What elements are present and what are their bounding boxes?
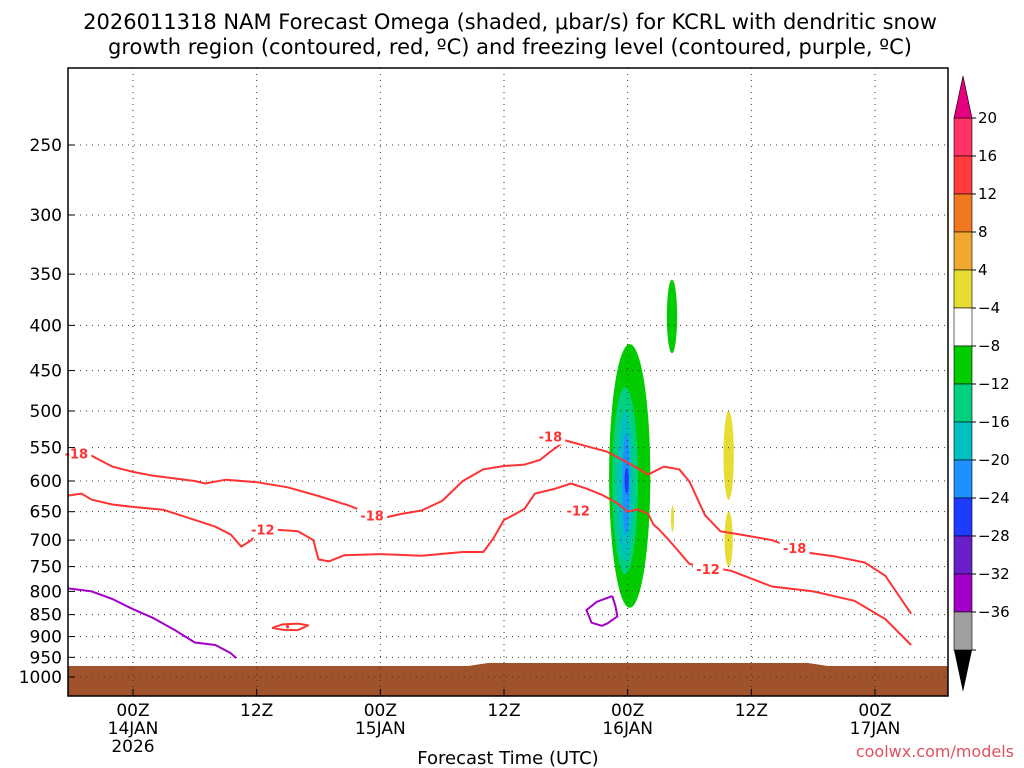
contour-label-bg-2 [357,508,388,524]
plot-frame [67,67,949,697]
colorbar-segment-9 [953,459,973,499]
contour-line-3 [68,587,237,659]
contour-label-bg-5 [563,503,594,519]
colorbar-bottom-arrow [954,650,972,692]
y-tick-label-950: 950 [30,648,62,668]
x-tick-label-36-1: 12Z [487,701,520,721]
colorbar-segment-4 [953,269,973,309]
x-tick-label-0-2: 14JAN [108,719,159,739]
x-axis-label: Forecast Time (UTC) [417,748,598,768]
temperature-contours [68,439,912,659]
contour-line-4 [585,595,619,627]
colorbar-label-5: −4 [978,299,1000,317]
y-tick-label-700: 700 [30,531,62,551]
ground-terrain-fill [68,663,948,696]
omega-shaded-region-1 [666,279,678,354]
contour-label-0: -18 [65,447,89,462]
y-tick-label-550: 550 [30,439,62,459]
colorbar-label-12: −32 [978,565,1010,583]
colorbar-label-10: −24 [978,489,1010,507]
y-tick-label-650: 650 [30,503,62,523]
colorbar-segment-7 [953,383,973,423]
colorbar-label-7: −12 [978,375,1010,393]
contour-center-dot [285,625,290,629]
x-tick-label-60-1: 12Z [735,701,768,721]
x-tick-label-72-1: 00Z [858,701,891,721]
y-tick-label-750: 750 [30,558,62,578]
contour-label-bg-6 [693,562,724,578]
x-tick-label-48-2: 16JAN [602,719,653,739]
x-tick-label-0-1: 00Z [116,701,149,721]
colorbar-label-11: −28 [978,527,1010,545]
x-tick-label-12-1: 12Z [240,701,273,721]
colorbar-segment-1 [953,155,973,195]
contour-label-5: -12 [566,505,590,520]
chart-title-line-2: growth region (contoured, red, ºC) and f… [108,35,912,59]
contour-label-bg-1 [535,429,566,445]
colorbar-segment-6 [953,345,973,385]
colorbar-label-13: −36 [978,603,1010,621]
colorbar-segment-0 [953,117,973,157]
y-tick-label-450: 450 [30,362,62,382]
x-tick-label-24-2: 15JAN [355,719,406,739]
colorbar-label-3: 8 [978,223,988,241]
plot-grid [68,68,948,696]
colorbar-segment-11 [953,535,973,575]
credit-text: coolwx.com/models [856,742,1014,761]
y-tick-label-1000: 1000 [19,668,62,688]
contour-labels: -18 -18 -18 -18 -12 -12 -12 [61,429,810,578]
colorbar-segment-2 [953,193,973,233]
y-tick-label-600: 600 [30,472,62,492]
contour-line-2 [271,622,310,632]
contour-label-bg-0 [61,446,92,462]
pressure-axis: 2503003504004505005506006507007508008509… [19,136,75,688]
colorbar-label-2: 12 [978,185,997,203]
colorbar-label-4: 4 [978,261,988,279]
omega-shaded-region-9 [724,511,733,567]
y-tick-label-350: 350 [30,265,62,285]
colorbar-label-0: 20 [978,109,997,127]
colorbar-top-arrow [953,75,973,119]
contour-label-4: -12 [251,524,275,539]
ground-surface [68,663,948,696]
contour-label-6: -12 [696,563,720,578]
colorbar-segment-3 [953,231,973,271]
x-tick-label-72-2: 17JAN [850,719,901,739]
omega-shading [609,279,734,608]
omega-shaded-region-8 [723,411,734,500]
colorbar-label-9: −20 [978,451,1010,469]
y-tick-label-300: 300 [30,206,62,226]
colorbar-segment-10 [953,497,973,537]
contour-label-bg-3 [779,540,810,556]
omega-shaded-region-10 [670,505,675,532]
contour-label-bg-4 [247,522,278,538]
y-tick-label-800: 800 [30,582,62,602]
y-tick-label-850: 850 [30,606,62,626]
y-tick-label-250: 250 [30,136,62,156]
x-tick-label-24-1: 00Z [364,701,397,721]
y-tick-label-500: 500 [30,402,62,422]
contour-line-0 [68,439,912,615]
contour-line-1 [68,482,912,646]
x-tick-label-0-3: 2026 [111,737,154,757]
x-tick-label-48-1: 00Z [611,701,644,721]
contour-label-2: -18 [360,509,384,524]
contour-label-1: -18 [539,431,563,446]
colorbar-segment-8 [953,421,973,461]
colorbar-segment-12 [953,573,973,613]
contour-label-3: -18 [783,542,807,557]
colorbar-segment-13 [953,611,973,651]
colorbar-segment-5 [953,307,973,347]
y-tick-label-400: 400 [30,316,62,336]
colorbar-label-8: −16 [978,413,1010,431]
omega-colorbar: 20 16 12 8 4 −4 −8 −12 −16 −20 −24 −28 −32 −36 [953,75,1010,692]
y-tick-label-900: 900 [30,628,62,648]
chart-title-line-1: 2026011318 NAM Forecast Omega (shaded, μ… [83,10,937,34]
colorbar-label-1: 16 [978,147,997,165]
colorbar-label-6: −8 [978,337,1000,355]
